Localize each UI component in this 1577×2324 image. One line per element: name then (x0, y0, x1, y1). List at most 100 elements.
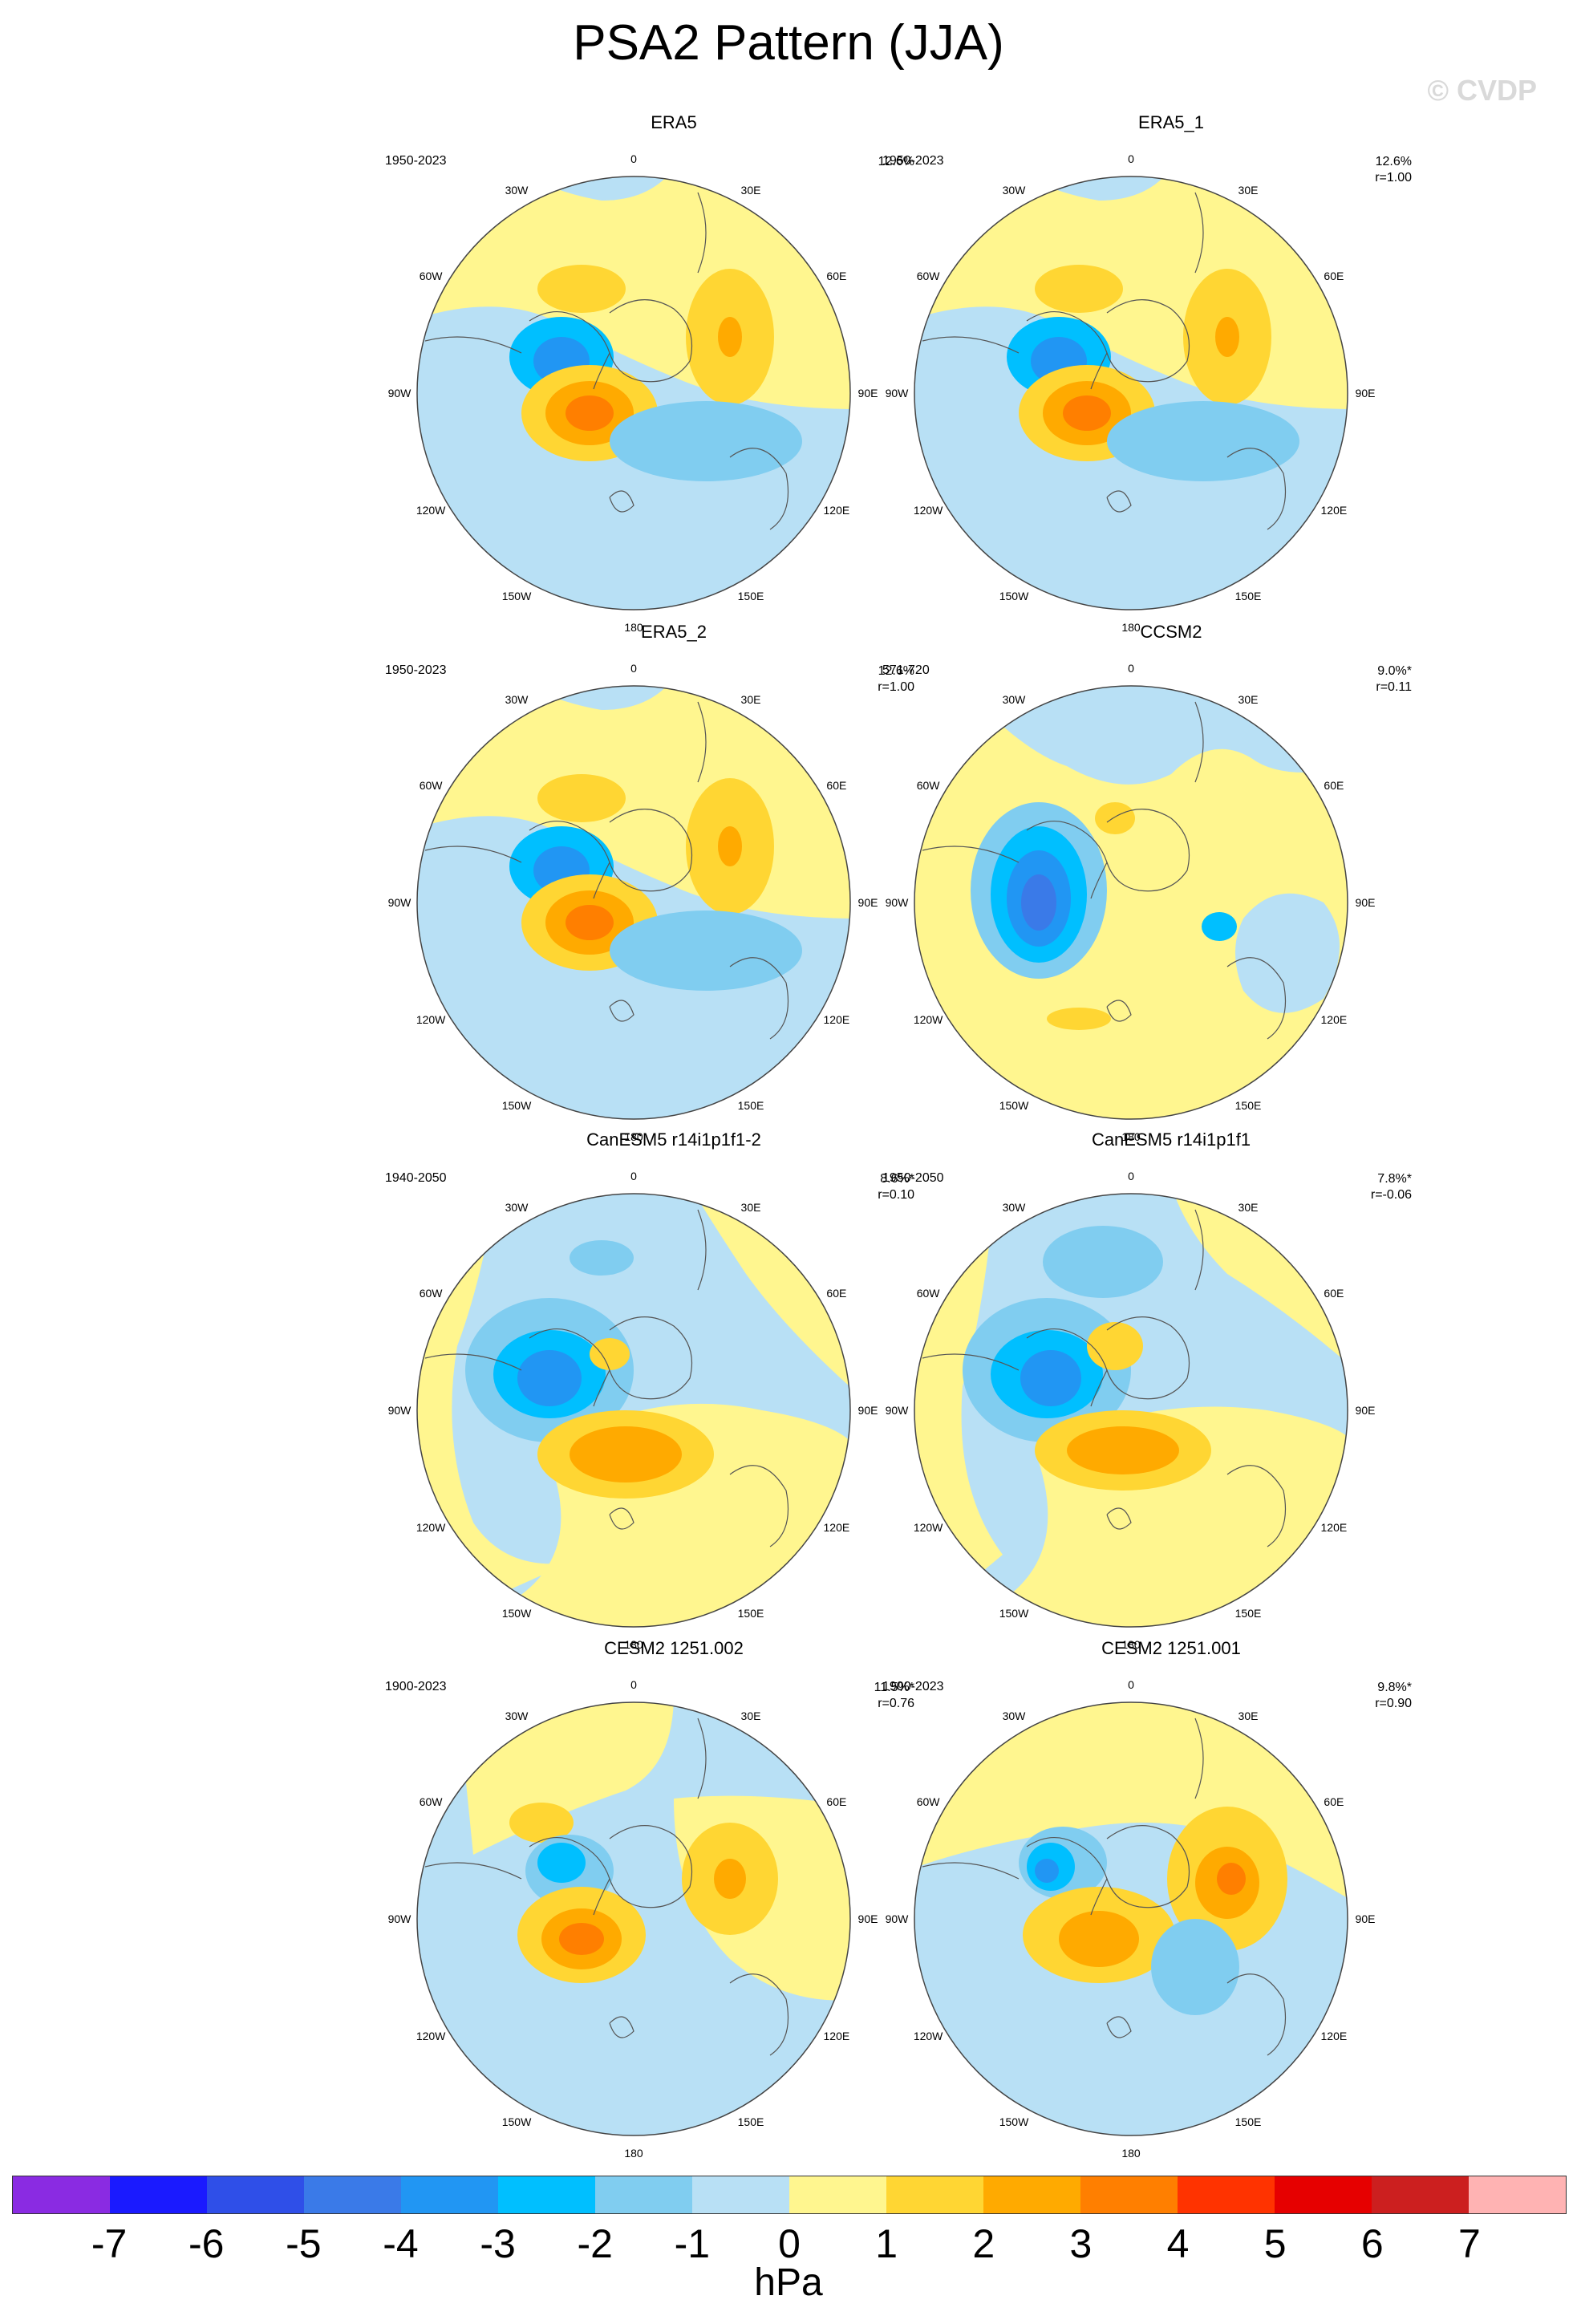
anomaly-contour (566, 395, 614, 431)
coastline (729, 1465, 789, 1547)
panel-title: ERA5 (651, 112, 697, 132)
coastline (1106, 490, 1132, 513)
coastline (1106, 299, 1190, 383)
anomaly-contour (570, 1426, 682, 1482)
longitude-label: 90W (885, 1404, 909, 1417)
longitude-label: 180 (624, 621, 643, 634)
longitude-label: 30W (1002, 184, 1026, 197)
longitude-label: 30W (505, 693, 529, 707)
anomaly-region (513, 686, 674, 710)
anomaly-region (914, 1702, 1348, 1903)
panel-correlation: r=0.76 (878, 1697, 914, 1710)
coastline (1226, 1973, 1287, 2056)
longitude-label: 150W (999, 1098, 1029, 1112)
longitude-label: 150W (999, 2115, 1029, 2128)
coastline (1106, 1507, 1132, 1530)
anomaly-contour (590, 1338, 630, 1370)
coastline (1226, 1465, 1287, 1547)
anomaly-contour (1059, 1911, 1139, 1967)
longitude-label: 150E (1234, 589, 1262, 602)
anomaly-contour (559, 1923, 604, 1955)
longitude-label: 150E (737, 1606, 764, 1620)
colorbar-tick-label: 0 (778, 2221, 801, 2266)
longitude-label: 60E (826, 270, 847, 282)
map-panel: CanESM5 r14i1p1f1-2 1940-2050 8.6%* r=0.10 0… (313, 1130, 1035, 1651)
panel-variance: 12.6% (878, 664, 914, 678)
map-panel: CanESM5 r14i1p1f1 1950-2050 7.8%* r=-0.06 0 3… (810, 1130, 1532, 1651)
anomaly-contour (570, 1240, 634, 1276)
map-panel: CESM2 1251.001 1900-2023 9.8%* r=0.90 0 30E 60… (810, 1638, 1532, 2160)
anomaly-contour (537, 1843, 586, 1883)
polar-map (416, 685, 851, 1120)
longitude-label: 60E (1324, 270, 1344, 282)
longitude-label: 150E (1234, 1098, 1262, 1112)
colorbar-tick-label: -4 (383, 2221, 419, 2266)
longitude-label: 150W (501, 1098, 532, 1112)
coastline (609, 1000, 634, 1022)
anomaly-contour (1217, 1863, 1246, 1895)
anomaly-contour (1107, 401, 1299, 481)
panel-variance: 9.8%* (1377, 1681, 1412, 1694)
panel-years: 1900-2023 (882, 1680, 944, 1693)
colorbar-tick-label: 4 (1166, 2221, 1190, 2266)
panel-stats: 11.5%* r=0.76 (874, 1680, 914, 1712)
longitude-label: 60E (826, 1795, 847, 1808)
map-boundary (416, 1701, 851, 2136)
polar-map (914, 176, 1348, 610)
longitude-label: 0 (1128, 1678, 1134, 1691)
longitude-label: 120W (913, 1013, 943, 1026)
longitude-label: 90W (387, 1912, 411, 1925)
coastline (697, 1209, 707, 1291)
coastline (922, 846, 1020, 863)
coastline (922, 1862, 1020, 1880)
anomaly-region (513, 176, 674, 201)
panel-title: CanESM5 r14i1p1f1-2 (586, 1130, 761, 1150)
coastline (529, 1328, 610, 1407)
panel-title: CanESM5 r14i1p1f1 (1091, 1130, 1251, 1150)
anomaly-contour (610, 911, 802, 991)
map-boundary (416, 1193, 851, 1628)
longitude-label: 60W (916, 1795, 940, 1808)
longitude-label: 0 (630, 1678, 637, 1691)
longitude-label: 30E (1238, 1710, 1259, 1723)
coastline (922, 1353, 1020, 1371)
anomaly-region (914, 1406, 1348, 1627)
longitude-label: 30E (740, 1710, 761, 1723)
map-panel: CCSM2 571-720 9.0%* r=0.11 0 30E 60E 90E 120E 150… (810, 622, 1532, 1143)
anomaly-contour (1043, 1226, 1163, 1298)
longitude-label: 90E (1355, 896, 1376, 909)
anomaly-region (1011, 176, 1171, 201)
coastline (1226, 957, 1287, 1040)
longitude-label: 60W (419, 1287, 443, 1300)
longitude-label: 120W (913, 504, 943, 517)
map-boundary (416, 685, 851, 1120)
anomaly-contour (610, 401, 802, 481)
longitude-label: 150E (737, 2115, 764, 2128)
coastline (697, 1718, 707, 1799)
colorbar-units: hPa (754, 2261, 823, 2304)
panel-correlation: r=0.10 (878, 1188, 914, 1202)
longitude-label: 180 (624, 1638, 643, 1651)
anomaly-contour (718, 826, 742, 866)
coastline (729, 1973, 789, 2056)
map-panel: CESM2 1251.002 1900-2023 11.5%* r=0.76 0 30E 6… (313, 1638, 1035, 2160)
longitude-label: 180 (1121, 2147, 1141, 2160)
longitude-label: 0 (630, 152, 637, 165)
anomaly-contour (1035, 265, 1123, 313)
panel-correlation: r=-0.06 (1370, 1188, 1412, 1202)
longitude-label: 0 (1128, 152, 1134, 165)
longitude-label: 120W (913, 1521, 943, 1534)
colorbar-swatch (983, 2176, 1080, 2213)
coastline (1194, 1209, 1204, 1291)
colorbar (12, 2176, 1567, 2214)
colorbar-swatch (401, 2176, 498, 2213)
longitude-label: 30W (505, 1710, 529, 1723)
polar-map (914, 685, 1348, 1120)
anomaly-contour (714, 1859, 746, 1899)
coastline (609, 1507, 634, 1530)
coastline (609, 299, 693, 383)
colorbar-swatch (207, 2176, 304, 2213)
panel-stats: 8.6%* r=0.10 (878, 1171, 914, 1203)
coastline (609, 1316, 693, 1400)
anomaly-region (417, 1403, 850, 1627)
